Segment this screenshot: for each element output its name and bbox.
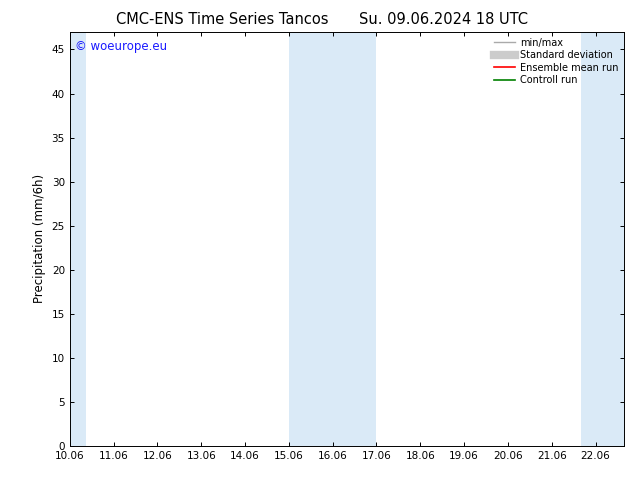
Text: © woeurope.eu: © woeurope.eu: [75, 40, 167, 53]
Bar: [581, 32, 624, 446]
Legend: min/max, Standard deviation, Ensemble mean run, Controll run: min/max, Standard deviation, Ensemble me…: [490, 34, 623, 89]
Text: CMC-ENS Time Series Tancos: CMC-ENS Time Series Tancos: [115, 12, 328, 27]
Text: Su. 09.06.2024 18 UTC: Su. 09.06.2024 18 UTC: [359, 12, 528, 27]
Y-axis label: Precipitation (mm/6h): Precipitation (mm/6h): [33, 174, 46, 303]
Bar: [70, 32, 86, 446]
Bar: [289, 32, 377, 446]
